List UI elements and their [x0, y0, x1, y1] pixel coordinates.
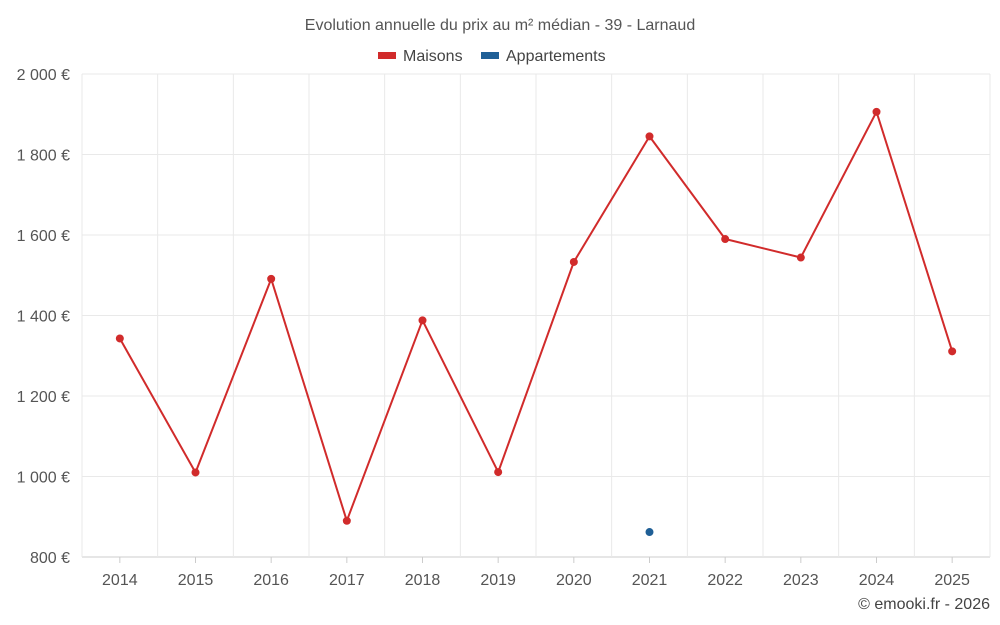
data-point-maisons-2018[interactable]	[418, 316, 427, 325]
series-appartements	[645, 528, 654, 537]
y-tick-label: 1 600 €	[17, 228, 70, 245]
data-point-maisons-2015[interactable]	[191, 468, 200, 477]
series-maisons	[115, 107, 957, 525]
y-tick-label: 1 400 €	[17, 309, 70, 326]
data-point-maisons-2016[interactable]	[267, 274, 276, 283]
data-point-maisons-2014[interactable]	[115, 334, 124, 343]
y-tick-label: 1 000 €	[17, 470, 70, 487]
x-tick-label: 2020	[556, 572, 592, 589]
data-point-maisons-2024[interactable]	[872, 107, 881, 116]
y-tick-label: 2 000 €	[17, 67, 70, 84]
series-line-maisons	[118, 110, 954, 522]
y-axis-ticks: 800 € 1 000 € 1 200 € 1 400 € 1 600 € 1 800 €…	[17, 67, 70, 567]
x-tick-label: 2024	[859, 572, 895, 589]
data-point-maisons-2025[interactable]	[948, 347, 957, 356]
y-tick-label: 1 200 €	[17, 389, 70, 406]
series-layer	[115, 107, 957, 537]
legend-swatch-appartements	[481, 52, 499, 59]
data-point-maisons-2019[interactable]	[494, 468, 503, 477]
x-tick-label: 2025	[934, 572, 970, 589]
y-tick-label: 800 €	[30, 550, 70, 567]
legend-item-maisons[interactable]: Maisons	[378, 48, 463, 65]
x-tick-label: 2019	[480, 572, 516, 589]
data-point-maisons-2023[interactable]	[796, 253, 805, 262]
legend-label-maisons: Maisons	[403, 48, 463, 65]
data-point-maisons-2021[interactable]	[645, 132, 654, 141]
chart-legend: Maisons Appartements	[378, 48, 606, 65]
x-tick-label: 2017	[329, 572, 365, 589]
x-tick-label: 2023	[783, 572, 819, 589]
x-tick-label: 2014	[102, 572, 138, 589]
x-tick-label: 2018	[405, 572, 441, 589]
data-point-appartements-2021[interactable]	[645, 528, 654, 537]
grid	[81, 73, 991, 558]
data-point-maisons-2020[interactable]	[569, 257, 578, 266]
x-tick-label: 2022	[707, 572, 743, 589]
legend-label-appartements: Appartements	[506, 48, 606, 65]
x-tick-label: 2016	[253, 572, 289, 589]
data-point-maisons-2022[interactable]	[721, 235, 730, 244]
data-point-maisons-2017[interactable]	[342, 516, 351, 525]
chart-title: Evolution annuelle du prix au m² médian …	[305, 17, 695, 34]
credit-text: © emooki.fr - 2026	[858, 596, 990, 613]
x-tick-label: 2015	[178, 572, 214, 589]
y-tick-label: 1 800 €	[17, 148, 70, 165]
legend-swatch-maisons	[378, 52, 396, 59]
x-tick-label: 2021	[632, 572, 668, 589]
x-axis-ticks: 2014 2015 2016 2017 2018 2019 2020 2021 2022 2023…	[102, 557, 970, 589]
legend-item-appartements[interactable]: Appartements	[481, 48, 606, 65]
